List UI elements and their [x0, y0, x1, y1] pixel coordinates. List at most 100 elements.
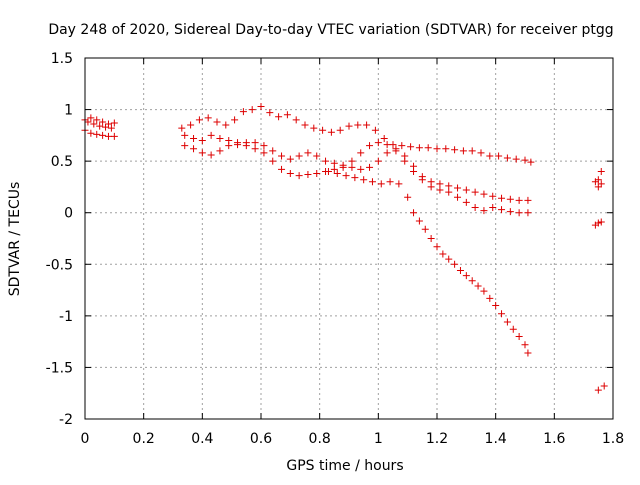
data-point [471, 204, 479, 212]
data-point [99, 131, 107, 139]
data-point [459, 147, 467, 155]
data-point [225, 137, 233, 145]
data-point [509, 325, 517, 333]
data-point [357, 149, 365, 157]
data-point [324, 167, 332, 175]
series-arc-2 [181, 139, 532, 204]
data-point [348, 157, 356, 165]
data-point [304, 171, 312, 179]
data-point [486, 294, 494, 302]
data-point [492, 302, 500, 310]
series-arc-4-descending [324, 167, 532, 357]
data-point [366, 142, 374, 150]
data-point [395, 180, 403, 188]
data-point [363, 121, 371, 129]
data-point [330, 159, 338, 167]
data-point [295, 152, 303, 160]
data-point [286, 155, 294, 163]
data-point [239, 108, 247, 116]
data-point [330, 165, 338, 173]
data-point [187, 121, 195, 129]
data-point [283, 111, 291, 119]
series-late-points [591, 167, 608, 394]
data-point [251, 145, 259, 153]
data-point [480, 190, 488, 198]
data-point [251, 139, 259, 147]
data-point [354, 121, 362, 129]
data-point [468, 277, 476, 285]
data-point [266, 109, 274, 117]
data-point [374, 139, 382, 147]
data-point [503, 154, 511, 162]
data-point [515, 332, 523, 340]
x-tick-label: 1.2 [426, 431, 448, 447]
data-point [524, 209, 532, 217]
data-point [195, 116, 203, 124]
data-point [524, 196, 532, 204]
data-point [512, 155, 520, 163]
data-point [90, 120, 98, 128]
data-point [427, 183, 435, 191]
data-point [275, 113, 283, 121]
series-arc-1 [178, 102, 535, 166]
data-point [506, 208, 514, 216]
data-point [498, 194, 506, 202]
data-point [401, 157, 409, 165]
data-point [360, 176, 368, 184]
data-point [477, 149, 485, 157]
data-point [445, 255, 453, 263]
data-point [462, 198, 470, 206]
data-point [327, 128, 335, 136]
data-point [87, 129, 95, 137]
data-point [260, 142, 268, 150]
data-point [398, 142, 406, 150]
data-point [260, 149, 268, 157]
data-point [474, 282, 482, 290]
data-point [445, 188, 453, 196]
data-point [524, 349, 532, 357]
y-tick-label: 0.5 [51, 154, 73, 170]
data-point [454, 193, 462, 201]
data-point [498, 206, 506, 214]
x-tick-label: 0 [81, 431, 90, 447]
data-point [600, 382, 608, 390]
data-point [181, 131, 189, 139]
data-point [269, 157, 277, 165]
data-point [110, 119, 118, 127]
data-point [374, 157, 382, 165]
data-point [421, 225, 429, 233]
data-point [527, 158, 535, 166]
data-points [81, 102, 608, 394]
data-point [248, 106, 256, 114]
data-point [213, 118, 221, 126]
data-point [456, 266, 464, 274]
data-point [234, 139, 242, 147]
data-point [404, 193, 412, 201]
data-point [257, 102, 265, 110]
data-point [198, 137, 206, 145]
data-point [207, 151, 215, 159]
data-point [503, 318, 511, 326]
data-point [407, 143, 415, 151]
data-point [594, 386, 602, 394]
data-point [304, 149, 312, 157]
data-point [486, 152, 494, 160]
data-point [386, 178, 394, 186]
data-point [424, 144, 432, 152]
data-point [333, 170, 341, 178]
data-point [204, 114, 212, 122]
data-point [93, 116, 101, 124]
data-point [451, 146, 459, 154]
data-point [597, 180, 605, 188]
data-point [594, 176, 602, 184]
data-point [489, 204, 497, 212]
x-tick-label: 0.8 [309, 431, 331, 447]
y-tick-label: 0 [64, 206, 73, 222]
data-point [181, 142, 189, 150]
data-point [292, 116, 300, 124]
data-point [87, 114, 95, 122]
plot-frame [84, 57, 614, 420]
data-point [594, 219, 602, 227]
data-point [286, 170, 294, 178]
